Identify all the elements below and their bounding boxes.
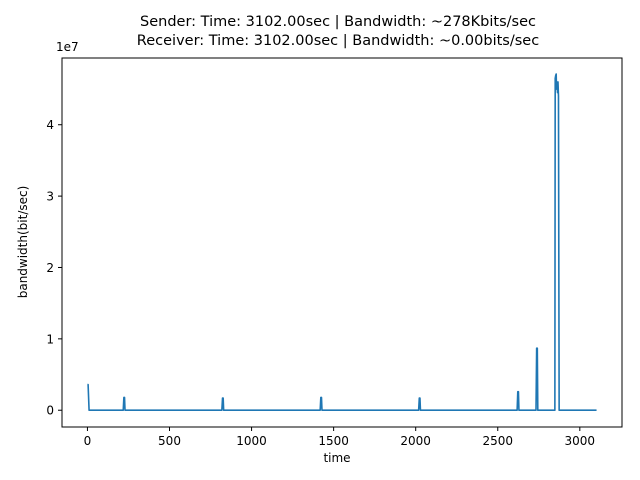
y-tick-label: 1: [46, 332, 54, 346]
plot-area: [87, 73, 597, 412]
plot-frame: [61, 57, 623, 428]
x-tick-label: 2500: [482, 434, 513, 448]
y-offset-label: 1e7: [56, 40, 79, 54]
x-tick-label: 2000: [400, 434, 431, 448]
y-tick-label: 3: [46, 190, 54, 204]
chart-title-line-1: Sender: Time: 3102.00sec | Bandwidth: ~2…: [140, 14, 536, 30]
chart-title-line-2: Receiver: Time: 3102.00sec | Bandwidth: …: [137, 33, 539, 49]
series-line-0: [87, 73, 597, 412]
y-axis-label: bandwidth(bit/sec): [16, 186, 30, 299]
y-tick-label: 2: [46, 261, 54, 275]
x-tick-label: 0: [84, 434, 92, 448]
x-tick-label: 1000: [236, 434, 267, 448]
y-tick-label: 0: [46, 404, 54, 418]
x-tick-label: 500: [158, 434, 181, 448]
x-tick-label: 3000: [565, 434, 596, 448]
x-axis-label: time: [323, 451, 350, 465]
x-tick-label: 1500: [318, 434, 349, 448]
axis-ticks: 0 500 1000 1500 2000 2500 3000 0 1 2 3 4: [46, 118, 595, 448]
y-tick-label: 4: [46, 118, 54, 132]
